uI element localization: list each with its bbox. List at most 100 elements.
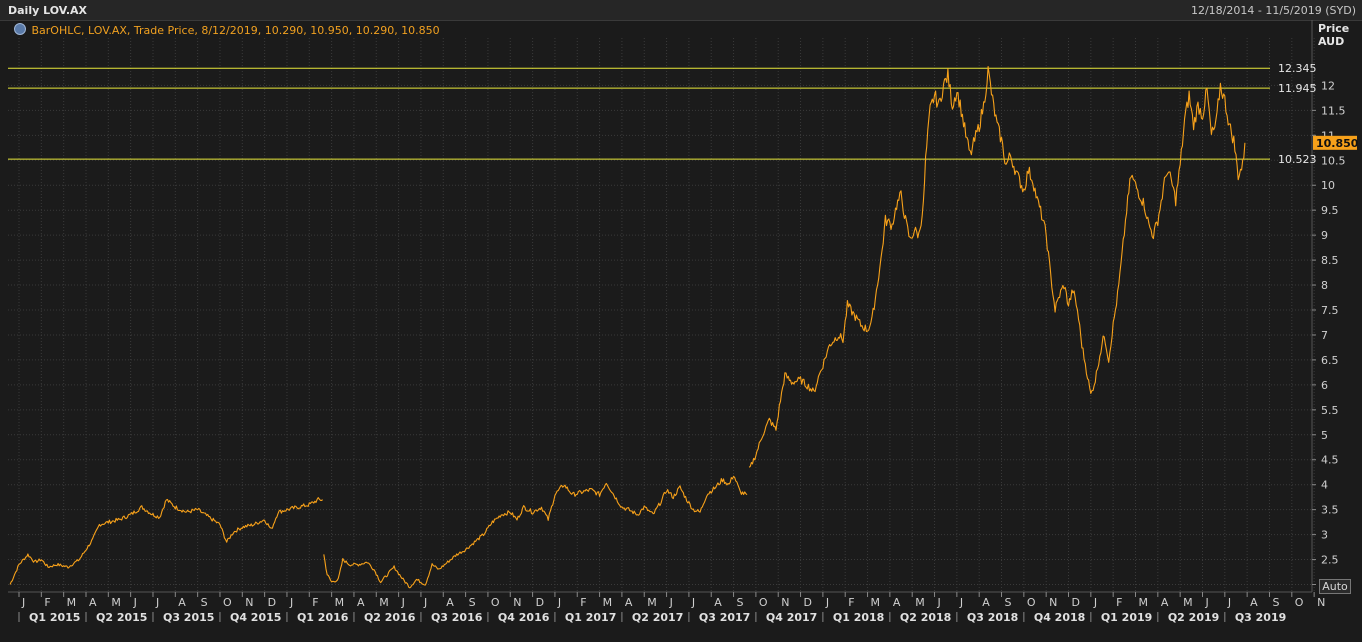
y-tick-label: 7 xyxy=(1321,329,1328,342)
y-tick-label: 10.5 xyxy=(1321,154,1346,167)
price-axis-unit: AUD xyxy=(1318,35,1345,48)
quarter-label: Q4 2018 xyxy=(1034,611,1085,624)
month-tick-label: A xyxy=(89,596,97,609)
y-tick-label: 2.5 xyxy=(1321,554,1339,567)
y-tick-label: 9 xyxy=(1321,229,1328,242)
month-tick-label: J xyxy=(557,596,561,609)
month-tick-label: D xyxy=(1072,596,1080,609)
month-tick-label: D xyxy=(268,596,276,609)
reference-line-label: 12.345 xyxy=(1278,62,1317,75)
auto-scale-button[interactable]: Auto xyxy=(1319,579,1351,594)
month-tick-label: M xyxy=(871,596,881,609)
series-legend[interactable]: BarOHLC, LOV.AX, Trade Price, 8/12/2019,… xyxy=(14,23,440,37)
y-tick-label: 12 xyxy=(1321,79,1335,92)
y-tick-label: 3.5 xyxy=(1321,504,1339,517)
month-tick-label: F xyxy=(580,596,586,609)
month-tick-label: J xyxy=(401,596,405,609)
chart-window-title: Daily LOV.AX xyxy=(8,4,88,17)
month-tick-label: F xyxy=(1116,596,1122,609)
month-tick-label: M xyxy=(1183,596,1193,609)
y-tick-label: 8 xyxy=(1321,279,1328,292)
y-tick-label: 3 xyxy=(1321,529,1328,542)
horizontal-lines: 12.345 11.945 10.523 xyxy=(8,62,1317,166)
month-tick-label: A xyxy=(625,596,633,609)
month-tick-label: J xyxy=(155,596,159,609)
y-tick-label: 10 xyxy=(1321,179,1335,192)
month-tick-label: J xyxy=(1093,596,1097,609)
month-tick-label: M xyxy=(647,596,657,609)
month-tick-label: S xyxy=(469,596,476,609)
y-tick-label: 6 xyxy=(1321,379,1328,392)
month-tick-label: J xyxy=(691,596,695,609)
price-line-segment xyxy=(323,475,748,589)
month-tick-label: A xyxy=(357,596,365,609)
quarter-label: Q2 2017 xyxy=(632,611,683,624)
month-tick-label: A xyxy=(1161,596,1169,609)
month-tick-label: A xyxy=(1250,596,1258,609)
month-tick-label: J xyxy=(1227,596,1231,609)
month-tick-label: N xyxy=(513,596,521,609)
price-axis-header: Price AUD xyxy=(1318,22,1349,48)
quarter-label: Q3 2017 xyxy=(699,611,750,624)
quarter-label: Q3 2019 xyxy=(1235,611,1286,624)
month-tick-label: J xyxy=(289,596,293,609)
month-tick-label: J xyxy=(423,596,427,609)
gear-icon[interactable] xyxy=(14,23,26,35)
month-tick-label: O xyxy=(759,596,768,609)
month-tick-label: S xyxy=(201,596,208,609)
y-tick-label: 9.5 xyxy=(1321,204,1339,217)
quarter-label: Q1 2018 xyxy=(833,611,884,624)
quarter-label: Q2 2015 xyxy=(96,611,147,624)
month-tick-label: N xyxy=(1317,596,1325,609)
quarter-label: Q2 2018 xyxy=(900,611,951,624)
month-tick-label: A xyxy=(893,596,901,609)
month-tick-label: M xyxy=(915,596,925,609)
month-tick-label: N xyxy=(781,596,789,609)
quarter-label: Q3 2015 xyxy=(163,611,214,624)
date-range-label: 12/18/2014 - 11/5/2019 (SYD) xyxy=(1190,4,1356,17)
month-tick-label: M xyxy=(111,596,121,609)
y-tick-label: 5.5 xyxy=(1321,404,1339,417)
month-tick-label: A xyxy=(178,596,186,609)
chart-grid xyxy=(8,20,1315,593)
quarter-label: Q4 2015 xyxy=(230,611,281,624)
last-price-marker xyxy=(1313,135,1357,150)
month-tick-label: O xyxy=(223,596,232,609)
month-tick-label: O xyxy=(1295,596,1304,609)
quarter-label: Q3 2018 xyxy=(967,611,1018,624)
month-tick-label: J xyxy=(825,596,829,609)
month-tick-label: S xyxy=(737,596,744,609)
month-tick-label: D xyxy=(804,596,812,609)
month-tick-label: M xyxy=(379,596,389,609)
price-line-segment xyxy=(748,65,1246,468)
month-tick-label: M xyxy=(67,596,77,609)
month-tick-label: J xyxy=(669,596,673,609)
month-tick-label: J xyxy=(1204,596,1208,609)
month-tick-label: N xyxy=(1049,596,1057,609)
month-tick-label: N xyxy=(245,596,253,609)
y-tick-label: 11.5 xyxy=(1321,104,1346,117)
quarter-label: Q2 2016 xyxy=(364,611,416,624)
quarter-label: Q1 2015 xyxy=(29,611,80,624)
price-axis: 22.533.544.555.566.577.588.599.51010.511… xyxy=(1312,79,1359,592)
quarter-label: Q1 2017 xyxy=(565,611,616,624)
month-tick-label: J xyxy=(21,596,25,609)
month-tick-label: M xyxy=(603,596,613,609)
price-axis-title: Price xyxy=(1318,22,1350,35)
month-tick-label: O xyxy=(1027,596,1036,609)
quarter-label: Q3 2016 xyxy=(431,611,483,624)
month-tick-label: M xyxy=(1139,596,1149,609)
quarter-label: Q1 2019 xyxy=(1101,611,1152,624)
month-tick-label: S xyxy=(1005,596,1012,609)
reference-line-label: 11.945 xyxy=(1278,82,1317,95)
window-titlebar: Daily LOV.AX 12/18/2014 - 11/5/2019 (SYD… xyxy=(0,0,1362,21)
y-tick-label: 4.5 xyxy=(1321,454,1339,467)
month-tick-label: F xyxy=(312,596,318,609)
quarter-label: Q4 2016 xyxy=(498,611,550,624)
y-tick-label: 6.5 xyxy=(1321,354,1339,367)
last-price-label: 10.850 xyxy=(1316,137,1359,150)
month-tick-label: A xyxy=(982,596,990,609)
price-series xyxy=(9,65,1246,589)
